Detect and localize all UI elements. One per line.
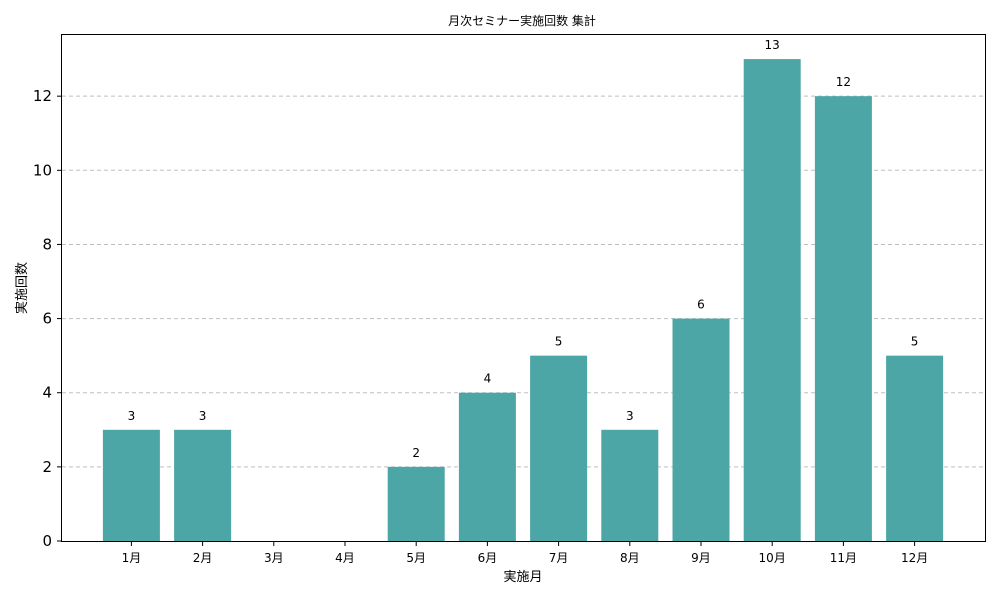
bar-value-label: 13 bbox=[765, 38, 780, 52]
bar-12 bbox=[886, 355, 944, 541]
bars bbox=[102, 59, 944, 542]
bar-2 bbox=[174, 429, 232, 541]
bar-value-label: 3 bbox=[626, 409, 634, 423]
y-tick-label: 12 bbox=[33, 87, 52, 105]
x-tick-label: 10月 bbox=[759, 551, 786, 565]
bar-10 bbox=[743, 59, 801, 541]
y-tick-label: 0 bbox=[42, 532, 52, 550]
bar-value-label: 3 bbox=[128, 409, 136, 423]
bar-6 bbox=[458, 392, 516, 541]
bar-5 bbox=[387, 466, 445, 541]
y-axis-ticks: 0 2 4 6 8 10 12 bbox=[33, 87, 62, 550]
y-tick-label: 6 bbox=[42, 310, 52, 328]
bar-value-label: 5 bbox=[911, 335, 919, 349]
y-tick-label: 10 bbox=[33, 161, 52, 179]
y-axis-title: 実施回数 bbox=[14, 262, 30, 314]
y-tick-label: 2 bbox=[42, 458, 52, 476]
data-labels: 3 3 2 4 5 3 6 13 12 5 bbox=[128, 38, 919, 460]
bar-value-label: 2 bbox=[412, 446, 420, 460]
bar-8 bbox=[601, 429, 659, 541]
x-tick-label: 11月 bbox=[830, 551, 857, 565]
bar-value-label: 3 bbox=[199, 409, 207, 423]
bar-value-label: 12 bbox=[836, 75, 851, 89]
y-tick-label: 4 bbox=[42, 384, 52, 402]
bar-value-label: 4 bbox=[484, 372, 492, 386]
bar-value-label: 6 bbox=[697, 298, 705, 312]
plot-frame bbox=[61, 34, 986, 542]
bar-11 bbox=[814, 96, 872, 542]
x-axis-title: 実施月 bbox=[503, 569, 542, 585]
x-axis-ticks: 1月 2月 3月 4月 5月 6月 7月 8月 9月 10月 11月 12月 bbox=[122, 541, 928, 565]
x-tick-label: 12月 bbox=[901, 551, 928, 565]
x-tick-label: 5月 bbox=[406, 551, 426, 565]
y-tick-label: 8 bbox=[42, 235, 52, 253]
x-tick-label: 1月 bbox=[122, 551, 142, 565]
x-tick-label: 2月 bbox=[193, 551, 213, 565]
x-tick-label: 3月 bbox=[264, 551, 284, 565]
bar-value-label: 5 bbox=[555, 335, 563, 349]
bar-1 bbox=[102, 429, 160, 541]
x-tick-label: 4月 bbox=[335, 551, 355, 565]
bar-7 bbox=[530, 355, 588, 541]
x-tick-label: 7月 bbox=[549, 551, 569, 565]
bar-9 bbox=[672, 318, 730, 541]
x-tick-label: 9月 bbox=[691, 551, 711, 565]
x-tick-label: 6月 bbox=[478, 551, 498, 565]
chart-title: 月次セミナー実施回数 集計 bbox=[448, 13, 596, 28]
x-tick-label: 8月 bbox=[620, 551, 640, 565]
